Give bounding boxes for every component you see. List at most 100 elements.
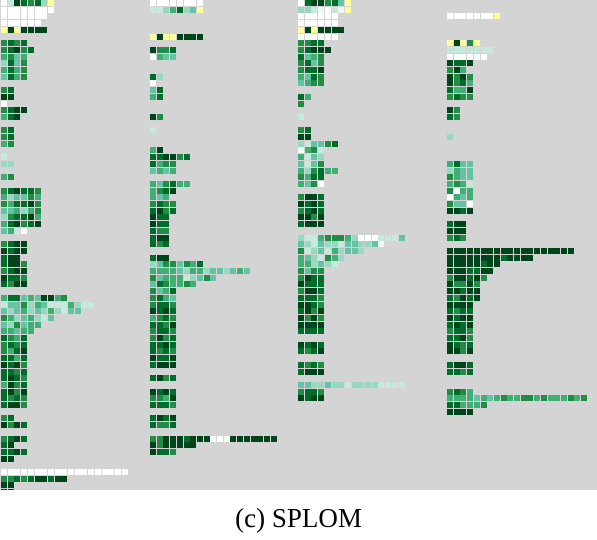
matrix-cell [460, 247, 467, 254]
matrix-cell [304, 154, 311, 161]
matrix-cell [298, 154, 304, 161]
matrix-cell [47, 308, 54, 315]
matrix-cell [150, 147, 156, 154]
matrix-cell [480, 13, 487, 20]
matrix-cell [298, 53, 304, 60]
matrix-cell [467, 368, 474, 375]
matrix-cell [196, 6, 203, 13]
matrix-cell [163, 301, 170, 308]
matrix-cell [27, 207, 34, 214]
matrix-cell [150, 0, 156, 6]
matrix-cell [338, 247, 345, 254]
matrix-cell [1, 20, 7, 27]
matrix-cell [520, 395, 527, 402]
matrix-cell [183, 154, 190, 161]
matrix-cell [304, 321, 311, 328]
matrix-cell [34, 214, 41, 221]
matrix-cell [7, 201, 14, 207]
matrix-cell [210, 268, 217, 274]
matrix-cell [304, 301, 311, 308]
matrix-cell [34, 201, 41, 207]
matrix-cell [378, 381, 385, 388]
matrix-cell [540, 247, 547, 254]
matrix-cell [473, 53, 480, 60]
matrix-cell [150, 274, 156, 281]
matrix-cell [196, 268, 203, 274]
matrix-cell [170, 261, 177, 268]
matrix-cell [460, 73, 467, 80]
matrix-cell [156, 308, 163, 315]
matrix-cell [14, 113, 21, 120]
matrix-cell [7, 268, 14, 274]
matrix-cell [514, 254, 520, 261]
matrix-cell [34, 194, 41, 201]
matrix-cell [21, 328, 28, 335]
matrix-cell [14, 187, 21, 194]
matrix-cell [150, 422, 156, 429]
matrix-cell [14, 221, 21, 228]
matrix-cell [156, 214, 163, 221]
matrix-cell [467, 73, 474, 80]
matrix-cell [460, 234, 467, 241]
matrix-cell [331, 13, 338, 20]
matrix-cell [156, 301, 163, 308]
matrix-cell [324, 26, 331, 33]
matrix-cell [304, 127, 311, 134]
matrix-cell [447, 281, 453, 288]
matrix-cell [21, 388, 28, 395]
matrix-cell [358, 381, 365, 388]
matrix-cell [170, 341, 177, 348]
matrix-cell [176, 274, 183, 281]
matrix-cell [150, 127, 156, 134]
matrix-cell [304, 26, 311, 33]
matrix-cell [14, 361, 21, 368]
matrix-cell [1, 381, 7, 388]
matrix-cell [447, 368, 453, 375]
matrix-cell [34, 221, 41, 228]
matrix-cell [176, 180, 183, 187]
matrix-cell [170, 46, 177, 53]
matrix-cell [467, 408, 474, 415]
matrix-cell [183, 6, 190, 13]
matrix-cell [203, 274, 210, 281]
matrix-cell [318, 194, 325, 201]
matrix-cell [318, 154, 325, 161]
matrix-cell [190, 442, 197, 449]
matrix-cell [14, 395, 21, 402]
matrix-cell [163, 348, 170, 355]
matrix-cell [1, 402, 7, 408]
matrix-cell [14, 475, 21, 482]
matrix-cell [1, 341, 7, 348]
matrix-cell [453, 388, 460, 395]
matrix-cell [447, 321, 453, 328]
matrix-cell [7, 6, 14, 13]
matrix-cell [7, 328, 14, 335]
matrix-cell [298, 100, 304, 107]
matrix-cell [467, 294, 474, 301]
matrix-cell [170, 294, 177, 301]
matrix-cell [500, 395, 507, 402]
matrix-cell [163, 375, 170, 382]
matrix-cell [460, 187, 467, 194]
matrix-cell [54, 475, 61, 482]
matrix-cell [344, 241, 351, 248]
matrix-cell [163, 314, 170, 321]
matrix-cell [163, 6, 170, 13]
matrix-cell [527, 254, 534, 261]
matrix-cell [467, 321, 474, 328]
matrix-cell [460, 388, 467, 395]
matrix-cell [473, 274, 480, 281]
matrix-cell [1, 0, 7, 6]
matrix-cell [344, 6, 351, 13]
matrix-cell [163, 154, 170, 161]
matrix-cell [467, 53, 474, 60]
matrix-cell [318, 20, 325, 27]
matrix-cell [304, 60, 311, 67]
matrix-cell [298, 0, 304, 6]
matrix-cell [304, 234, 311, 241]
matrix-cell [304, 281, 311, 288]
matrix-cell [1, 187, 7, 194]
matrix-cell [7, 261, 14, 268]
matrix-cell [7, 435, 14, 442]
matrix-cell [1, 368, 7, 375]
